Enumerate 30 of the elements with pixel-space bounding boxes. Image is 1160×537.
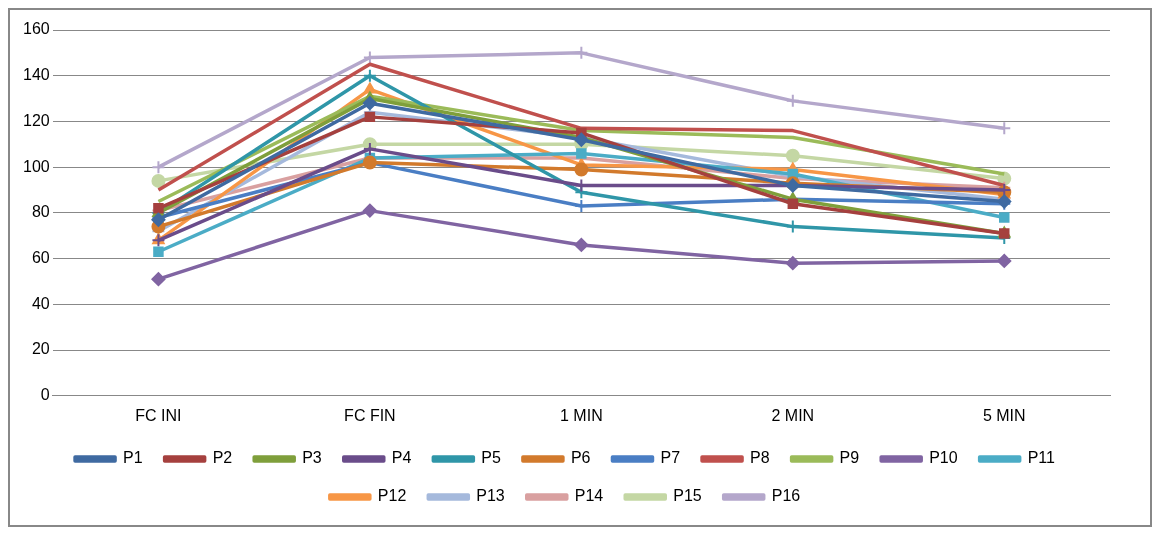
legend-label: P9 xyxy=(839,449,860,467)
legend-label: P15 xyxy=(673,487,702,505)
y-tick-label: 160 xyxy=(22,20,50,38)
legend-label: P4 xyxy=(391,449,412,467)
legend-label: P12 xyxy=(377,487,407,505)
legend-label: P5 xyxy=(481,449,502,467)
x-tick-label: 5 MIN xyxy=(982,406,1026,424)
legend-label: P11 xyxy=(1027,449,1056,467)
legend-label: P14 xyxy=(574,487,604,505)
legend-label: P16 xyxy=(771,487,801,505)
x-tick-label: 2 MIN xyxy=(771,406,815,424)
y-tick-label: 80 xyxy=(31,203,50,221)
y-tick-label: 60 xyxy=(31,249,50,267)
x-tick-label: FC INI xyxy=(135,406,182,424)
legend-label: P3 xyxy=(302,449,322,467)
x-tick-label: 1 MIN xyxy=(560,406,603,424)
y-tick-label: 140 xyxy=(22,66,50,84)
y-tick-label: 100 xyxy=(22,157,50,175)
y-tick-label: 20 xyxy=(31,340,50,358)
x-tick-label: FC FIN xyxy=(344,406,396,424)
legend-label: P10 xyxy=(929,449,958,467)
y-tick-label: 40 xyxy=(31,294,50,312)
legend-label: P2 xyxy=(212,449,233,467)
legend-label: P13 xyxy=(476,487,505,505)
y-tick-label: 120 xyxy=(22,111,50,129)
legend-label: P7 xyxy=(660,449,681,467)
legend-label: P8 xyxy=(750,449,770,467)
legend-label: P1 xyxy=(123,449,143,467)
legend-label: P6 xyxy=(570,449,591,467)
y-tick-label: 0 xyxy=(40,386,50,404)
